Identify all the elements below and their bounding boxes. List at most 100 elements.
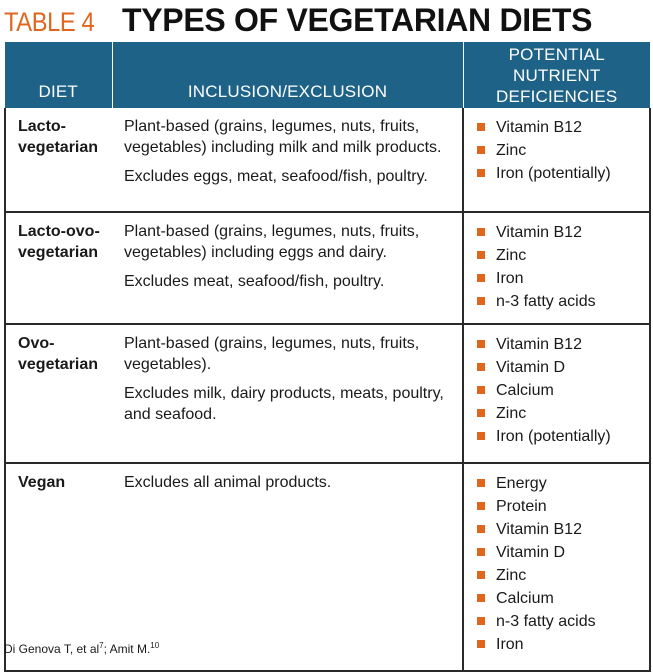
nutrient-item: Energy bbox=[476, 472, 643, 495]
header-row: DIET INCLUSION/EXCLUSION POTENTIAL NUTRI… bbox=[5, 42, 650, 108]
nutrient-item: Calcium bbox=[476, 587, 643, 610]
nutrient-name: Vitamin D bbox=[496, 359, 566, 376]
nutrient-name: Vitamin B12 bbox=[496, 119, 582, 136]
nutrient-item: Calcium bbox=[476, 379, 643, 402]
inclusion-exclusion-cell: Plant-based (grains, legumes, nuts, frui… bbox=[112, 108, 463, 213]
table-row: Lacto-ovo-vegetarian Plant-based (grains,… bbox=[4, 212, 651, 325]
footnote-sup-2: 10 bbox=[150, 641, 160, 650]
nutrient-item: n-3 fatty acids bbox=[476, 290, 643, 313]
square-bullet-icon bbox=[477, 386, 485, 394]
table-title: TYPES OF VEGETARIAN DIETS bbox=[122, 2, 593, 38]
square-bullet-icon bbox=[477, 340, 485, 348]
inclusion-exclusion-text: Plant-based (grains, legumes, nuts, frui… bbox=[124, 335, 420, 373]
nutrient-item: Iron (potentially) bbox=[476, 425, 643, 448]
nutrient-name: Vitamin B12 bbox=[496, 224, 582, 241]
diet-name: Lacto-vegetarian bbox=[18, 118, 99, 156]
nutrient-name: Iron bbox=[496, 270, 524, 287]
nutrient-item: Vitamin B12 bbox=[476, 518, 643, 541]
square-bullet-icon bbox=[477, 409, 485, 417]
square-bullet-icon bbox=[477, 548, 485, 556]
table-row: Vegan Excludes all animal products. Energy… bbox=[4, 463, 651, 672]
square-bullet-icon bbox=[477, 251, 485, 259]
nutrient-item: Zinc bbox=[476, 139, 643, 162]
square-bullet-icon bbox=[477, 363, 485, 371]
square-bullet-icon bbox=[477, 123, 485, 131]
footnote-sup-1: 7 bbox=[99, 641, 104, 650]
inclusion-exclusion-text: Plant-based (grains, legumes, nuts, frui… bbox=[124, 223, 420, 261]
inclusion-exclusion-text: Excludes all animal products. bbox=[124, 474, 332, 491]
nutrient-item: Zinc bbox=[476, 402, 643, 425]
square-bullet-icon bbox=[477, 228, 485, 236]
table-number-label: TABLE 4 bbox=[4, 7, 95, 37]
diet-name-cell: Lacto-vegetarian bbox=[4, 108, 112, 213]
nutrient-list: Vitamin B12 Zinc Iron n-3 fatty acids bbox=[476, 221, 643, 313]
square-bullet-icon bbox=[477, 502, 485, 510]
diet-name-cell: Ovo-vegetarian bbox=[4, 324, 112, 464]
nutrient-item: Vitamin B12 bbox=[476, 333, 643, 356]
nutrient-item: Vitamin D bbox=[476, 356, 643, 379]
table-title-row: TABLE 4 TYPES OF VEGETARIAN DIETS bbox=[4, 2, 593, 42]
deficiencies-cell: Energy Protein Vitamin B12 Vitamin D Zinc Cal… bbox=[462, 463, 651, 672]
nutrient-item: Zinc bbox=[476, 244, 643, 267]
source-footnote: Di Genova T, et al7; Amit M.10 bbox=[4, 641, 159, 656]
square-bullet-icon bbox=[477, 297, 485, 305]
nutrient-name: Vitamin B12 bbox=[496, 336, 582, 353]
square-bullet-icon bbox=[477, 571, 485, 579]
inclusion-exclusion-text: Excludes eggs, meat, seafood/fish, poult… bbox=[124, 168, 428, 185]
square-bullet-icon bbox=[477, 525, 485, 533]
table-row: Lacto-vegetarian Plant-based (grains, leg… bbox=[4, 108, 651, 213]
nutrient-name: Iron (potentially) bbox=[496, 165, 611, 182]
inclusion-exclusion-text: Plant-based (grains, legumes, nuts, frui… bbox=[124, 118, 442, 156]
square-bullet-icon bbox=[477, 274, 485, 282]
inclusion-exclusion-cell: Excludes all animal products. bbox=[112, 463, 463, 672]
nutrient-item: Vitamin B12 bbox=[476, 116, 643, 139]
nutrient-name: n-3 fatty acids bbox=[496, 613, 596, 630]
nutrient-item: n-3 fatty acids bbox=[476, 610, 643, 633]
nutrient-item: Vitamin B12 bbox=[476, 221, 643, 244]
diet-name-cell: Vegan bbox=[4, 463, 112, 672]
inclusion-exclusion-cell: Plant-based (grains, legumes, nuts, frui… bbox=[112, 212, 463, 325]
diet-name: Lacto-ovo-vegetarian bbox=[18, 223, 100, 261]
diet-name-cell: Lacto-ovo-vegetarian bbox=[4, 212, 112, 325]
nutrient-name: Protein bbox=[496, 498, 547, 515]
nutrient-name: Energy bbox=[496, 475, 547, 492]
header-inclusion-exclusion: INCLUSION/EXCLUSION bbox=[112, 42, 464, 108]
table-row: Ovo-vegetarian Plant-based (grains, legum… bbox=[4, 324, 651, 464]
header-diet: DIET bbox=[5, 42, 113, 108]
nutrient-item: Zinc bbox=[476, 564, 643, 587]
nutrient-list: Vitamin B12 Vitamin D Calcium Zinc Iron (pot… bbox=[476, 333, 643, 448]
square-bullet-icon bbox=[477, 146, 485, 154]
nutrient-name: Zinc bbox=[496, 247, 527, 264]
nutrient-list: Energy Protein Vitamin B12 Vitamin D Zinc Cal… bbox=[476, 472, 643, 656]
nutrient-name: Calcium bbox=[496, 590, 554, 607]
nutrient-item: Iron bbox=[476, 633, 643, 656]
inclusion-exclusion-cell: Plant-based (grains, legumes, nuts, frui… bbox=[112, 324, 463, 464]
nutrient-item: Vitamin D bbox=[476, 541, 643, 564]
deficiencies-cell: Vitamin B12 Zinc Iron (potentially) bbox=[462, 108, 651, 213]
deficiencies-cell: Vitamin B12 Vitamin D Calcium Zinc Iron (pot… bbox=[462, 324, 651, 464]
square-bullet-icon bbox=[477, 432, 485, 440]
nutrient-name: Iron bbox=[496, 636, 524, 653]
square-bullet-icon bbox=[477, 594, 485, 602]
square-bullet-icon bbox=[477, 617, 485, 625]
inclusion-exclusion-text: Excludes meat, seafood/fish, poultry. bbox=[124, 273, 385, 290]
deficiencies-cell: Vitamin B12 Zinc Iron n-3 fatty acids bbox=[462, 212, 651, 325]
nutrient-item: Iron bbox=[476, 267, 643, 290]
nutrient-name: Iron (potentially) bbox=[496, 428, 611, 445]
nutrient-list: Vitamin B12 Zinc Iron (potentially) bbox=[476, 116, 643, 185]
nutrient-name: Calcium bbox=[496, 382, 554, 399]
nutrient-item: Protein bbox=[476, 495, 643, 518]
footnote-text-1: Di Genova T, et al bbox=[4, 642, 100, 656]
inclusion-exclusion-text: Excludes milk, dairy products, meats, po… bbox=[124, 385, 444, 423]
nutrient-name: n-3 fatty acids bbox=[496, 293, 596, 310]
diet-name: Ovo-vegetarian bbox=[18, 335, 99, 373]
nutrient-name: Zinc bbox=[496, 142, 527, 159]
nutrient-name: Vitamin B12 bbox=[496, 521, 582, 538]
nutrient-name: Zinc bbox=[496, 405, 527, 422]
square-bullet-icon bbox=[477, 640, 485, 648]
square-bullet-icon bbox=[477, 479, 485, 487]
nutrient-name: Zinc bbox=[496, 567, 527, 584]
vegetarian-diets-table: DIET INCLUSION/EXCLUSION POTENTIAL NUTRI… bbox=[4, 42, 651, 672]
header-potential-deficiencies: POTENTIAL NUTRIENT DEFICIENCIES bbox=[463, 42, 650, 108]
diet-name: Vegan bbox=[18, 474, 66, 491]
